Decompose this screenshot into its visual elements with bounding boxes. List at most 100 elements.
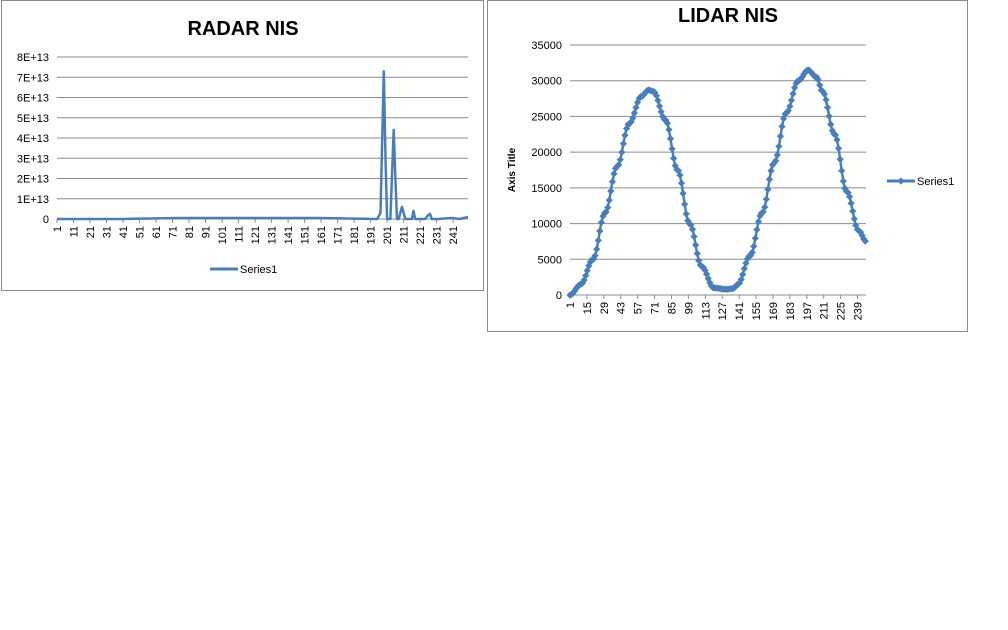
data-point (677, 179, 686, 187)
data-point (676, 171, 684, 179)
data-point (663, 119, 671, 127)
y-tick-label: 15000 (531, 183, 562, 195)
data-point (616, 156, 624, 164)
lidar-chart-panel: LIDAR NIS 0 5000 10000 15000 20000 25000 30000 3… (487, 0, 968, 332)
x-tick-label: 21 (85, 226, 97, 238)
data-point (844, 188, 852, 197)
x-tick-label: 161 (316, 226, 328, 244)
data-point (860, 235, 868, 243)
y-tick-label: 2E+13 (17, 174, 49, 186)
data-point (784, 107, 792, 115)
data-point (633, 98, 642, 106)
data-point (589, 255, 598, 263)
x-tick-label: 211 (399, 226, 411, 244)
data-point (597, 218, 606, 227)
x-tick-label: 113 (700, 302, 712, 320)
data-point (753, 226, 761, 234)
data-point (750, 242, 758, 250)
radar-chart-panel: RADAR NIS 0 1E+13 2E+13 3E+13 4E+13 5E+13 6E+13… (1, 0, 484, 291)
y-tick-label: 5000 (538, 254, 562, 266)
data-point (819, 87, 827, 96)
data-point (655, 102, 664, 110)
data-point (767, 167, 775, 175)
y-tick-label: 0 (556, 290, 562, 302)
x-tick-label: 15 (582, 302, 594, 314)
x-tick-label: 57 (633, 302, 645, 314)
data-point (789, 90, 797, 98)
data-point (822, 96, 830, 104)
data-point (751, 234, 759, 242)
y-tick-label: 25000 (531, 111, 562, 123)
y-tick-label: 4E+13 (17, 133, 49, 145)
x-tick-label: 197 (802, 302, 814, 320)
x-tick-label: 241 (448, 226, 460, 244)
x-tick-label: 71 (168, 226, 180, 238)
data-point (621, 131, 629, 139)
data-point (743, 255, 752, 263)
data-point (847, 199, 855, 207)
data-point (604, 203, 612, 212)
data-point (618, 148, 626, 156)
data-point (671, 162, 679, 170)
data-point (748, 248, 756, 256)
data-point (769, 161, 777, 169)
data-point (607, 187, 615, 195)
data-point (770, 159, 778, 167)
data-point (739, 270, 747, 279)
data-point (762, 195, 770, 203)
data-point (787, 96, 796, 104)
series-line (57, 69, 469, 221)
x-tick-label: 181 (349, 226, 361, 244)
x-tick-label: 201 (382, 226, 394, 244)
data-point (775, 142, 783, 150)
data-point (778, 122, 786, 131)
data-point (654, 96, 662, 105)
data-point (841, 184, 849, 192)
lidar-chart: LIDAR NIS 0 5000 10000 15000 20000 25000 30000 3… (507, 5, 954, 320)
data-point (856, 228, 865, 236)
x-tick-label: 81 (184, 226, 196, 238)
data-point (688, 225, 697, 233)
data-point (599, 212, 607, 220)
data-point (665, 126, 673, 134)
data-point (836, 155, 844, 163)
legend-marker (897, 177, 905, 185)
x-tick-label: 43 (616, 302, 628, 314)
x-tick-label: 71 (650, 302, 662, 314)
data-point (695, 257, 703, 265)
y-tick-label: 1E+13 (17, 194, 49, 206)
data-point (823, 103, 832, 112)
x-tick-label: 155 (751, 302, 763, 320)
x-tick-label: 61 (151, 226, 163, 238)
legend-label: Series1 (240, 264, 277, 276)
x-tick-label: 121 (250, 226, 262, 244)
data-point (845, 193, 854, 201)
x-tick-label: 11 (69, 226, 81, 237)
x-tick-label: 85 (666, 302, 678, 314)
x-tick-label: 183 (785, 302, 797, 320)
data-point (816, 81, 824, 89)
data-point (838, 167, 846, 175)
data-point (792, 79, 800, 87)
x-tick-label: 239 (853, 302, 865, 320)
x-tick-label: 111 (234, 226, 246, 243)
x-tick-label: 221 (415, 226, 427, 244)
x-tick-label: 141 (283, 226, 295, 244)
y-tick-label: 10000 (531, 219, 562, 231)
data-point (605, 196, 613, 204)
data-point (583, 267, 591, 275)
x-tick-label: 231 (432, 226, 444, 244)
x-tick-label: 211 (819, 302, 831, 320)
data-point (679, 189, 687, 198)
y-axis-title: Axis Title (507, 147, 518, 192)
x-tick-label: 127 (717, 302, 729, 320)
data-point (690, 232, 698, 241)
chart-title: LIDAR NIS (678, 5, 778, 27)
data-point (839, 177, 847, 185)
data-point (764, 185, 772, 194)
x-tick-label: 1 (565, 302, 577, 308)
data-point (861, 237, 869, 245)
x-tick-label: 99 (683, 302, 695, 314)
x-tick-label: 171 (333, 226, 345, 244)
y-tick-label: 7E+13 (17, 72, 49, 84)
